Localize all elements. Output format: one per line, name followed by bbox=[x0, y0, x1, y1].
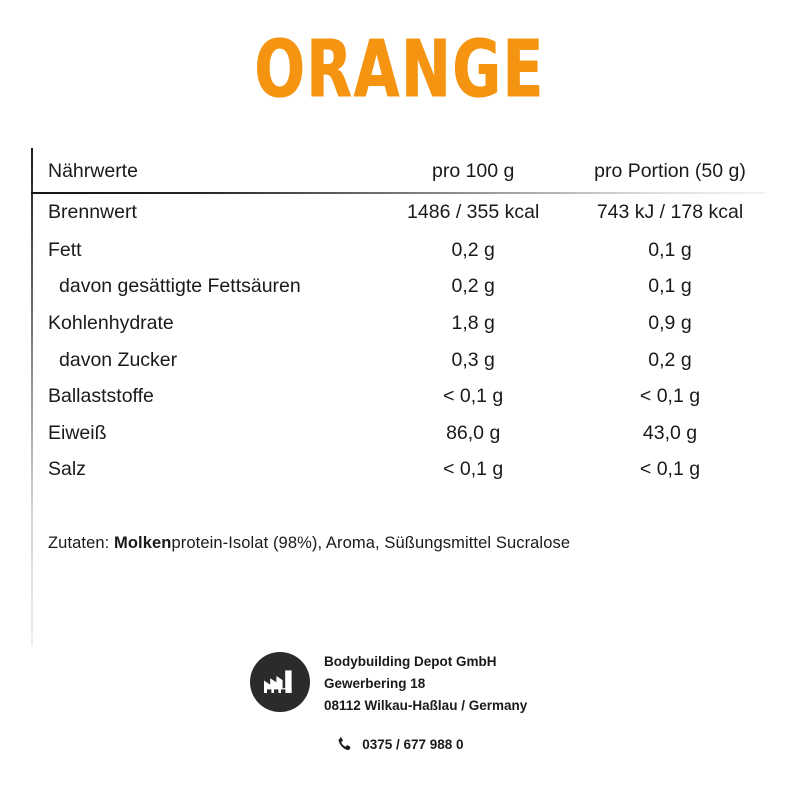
table-row: Salz < 0,1 g < 0,1 g bbox=[31, 452, 771, 489]
header-per-100g: pro 100 g bbox=[431, 159, 515, 182]
row-value-per-100g: 0,3 g bbox=[451, 348, 495, 371]
product-title-container: ORANGE bbox=[0, 29, 800, 108]
table-left-border bbox=[31, 148, 33, 646]
table-row: davon gesättigte Fettsäuren 0,2 g 0,1 g bbox=[31, 269, 771, 306]
table-header-divider bbox=[31, 192, 766, 194]
row-label: Ballaststoffe bbox=[48, 385, 154, 408]
row-value-per-portion: 743 kJ / 178 kcal bbox=[596, 200, 744, 223]
table-row: Ballaststoffe < 0,1 g < 0,1 g bbox=[31, 378, 771, 415]
row-value-per-portion: 0,9 g bbox=[648, 311, 692, 334]
row-value-per-100g: 1486 / 355 kcal bbox=[407, 200, 540, 223]
row-value-per-100g: 86,0 g bbox=[446, 421, 501, 444]
nutrition-table-body: Brennwert 1486 / 355 kcal 743 kJ / 178 kca… bbox=[31, 192, 771, 488]
table-row: Eiweiß 86,0 g 43,0 g bbox=[31, 415, 771, 452]
header-per-portion: pro Portion (50 g) bbox=[594, 159, 746, 182]
row-label: Eiweiß bbox=[48, 421, 107, 444]
ingredients-prefix: Zutaten: bbox=[48, 534, 115, 552]
row-value-per-portion: 0,2 g bbox=[648, 348, 692, 371]
row-label: Salz bbox=[48, 458, 86, 481]
ingredients-rest: protein-Isolat (98%), Aroma, Süßungsmitt… bbox=[171, 534, 571, 552]
company-address: Bodybuilding Depot GmbH Gewerbering 18 0… bbox=[324, 651, 527, 717]
nutrition-table: Nährwerte pro 100 g pro Portion (50 g) B… bbox=[31, 150, 771, 488]
row-value-per-portion: 43,0 g bbox=[642, 421, 698, 444]
table-row: davon Zucker 0,3 g 0,2 g bbox=[31, 342, 771, 379]
ingredients-allergen: Molken bbox=[114, 534, 172, 552]
phone-number: 0375 / 677 988 0 bbox=[362, 737, 464, 752]
company-street: Gewerbering 18 bbox=[324, 676, 426, 691]
company-block: Bodybuilding Depot GmbH Gewerbering 18 0… bbox=[250, 648, 550, 720]
table-row: Brennwert 1486 / 355 kcal 743 kJ / 178 kca… bbox=[31, 192, 771, 232]
table-row: Fett 0,2 g 0,1 g bbox=[31, 232, 771, 269]
row-value-per-portion: 0,1 g bbox=[648, 275, 692, 298]
row-label: Kohlenhydrate bbox=[48, 311, 174, 334]
phone-icon bbox=[336, 736, 351, 751]
row-value-per-portion: 0,1 g bbox=[648, 238, 692, 261]
row-label: Brennwert bbox=[48, 200, 137, 223]
nutrition-table-head: Nährwerte pro 100 g pro Portion (50 g) bbox=[31, 150, 771, 192]
company-city: 08112 Wilkau-Haßlau / Germany bbox=[324, 698, 528, 713]
row-value-per-100g: 0,2 g bbox=[451, 238, 495, 261]
company-name: Bodybuilding Depot GmbH bbox=[324, 654, 497, 669]
row-label: davon Zucker bbox=[59, 348, 178, 371]
row-value-per-portion: < 0,1 g bbox=[639, 385, 701, 408]
header-nutrients: Nährwerte bbox=[48, 159, 138, 182]
table-row: Kohlenhydrate 1,8 g 0,9 g bbox=[31, 305, 771, 342]
footer: Bodybuilding Depot GmbH Gewerbering 18 0… bbox=[0, 648, 800, 752]
row-value-per-100g: < 0,1 g bbox=[443, 458, 504, 481]
row-label: Fett bbox=[48, 238, 82, 261]
row-value-per-portion: < 0,1 g bbox=[639, 458, 701, 481]
ingredients-line: Zutaten: Molkenprotein-Isolat (98%), Aro… bbox=[48, 534, 570, 553]
table-header-row: Nährwerte pro 100 g pro Portion (50 g) bbox=[31, 150, 771, 192]
factory-icon bbox=[250, 652, 310, 712]
row-value-per-100g: 1,8 g bbox=[451, 311, 495, 334]
row-label: davon gesättigte Fettsäuren bbox=[59, 275, 301, 298]
row-value-per-100g: 0,2 g bbox=[451, 275, 495, 298]
product-title: ORANGE bbox=[254, 22, 546, 116]
phone-line: 0375 / 677 988 0 bbox=[0, 736, 800, 752]
row-value-per-100g: < 0,1 g bbox=[443, 385, 504, 408]
